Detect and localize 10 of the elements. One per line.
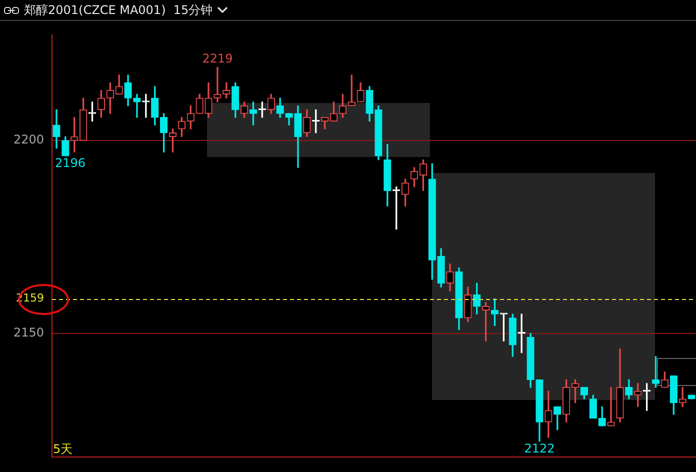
- candlestick: [607, 387, 615, 426]
- chart-title: 郑醇2001(CZCE MA001) 15分钟: [24, 2, 213, 19]
- candlestick: [133, 94, 141, 118]
- annotation: 5天: [53, 442, 73, 456]
- y-tick-label: 2200: [13, 132, 44, 147]
- annotation: 2219: [202, 51, 233, 66]
- candlestick: [214, 66, 222, 102]
- annotation: 2122: [524, 441, 555, 456]
- y-tick-label: 2150: [13, 325, 44, 340]
- annotation: 2196: [54, 156, 86, 170]
